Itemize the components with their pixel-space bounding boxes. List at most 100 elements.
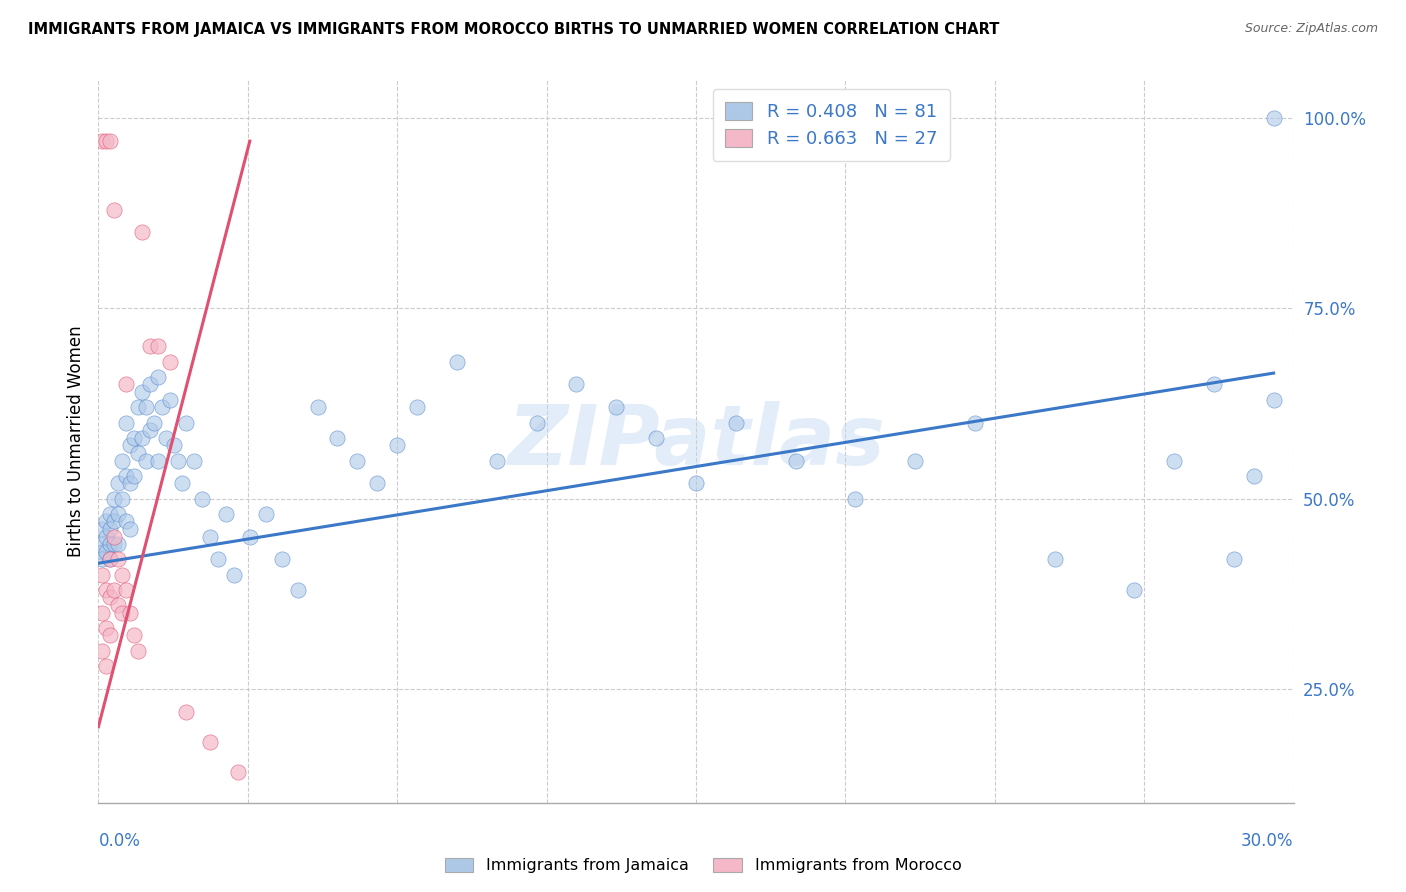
Point xyxy=(150,401,173,415)
Point xyxy=(98,552,122,566)
Point xyxy=(107,552,129,566)
Point xyxy=(385,438,409,452)
Point xyxy=(605,401,627,415)
Point xyxy=(904,453,927,467)
Point xyxy=(446,354,468,368)
Point xyxy=(98,507,122,521)
Point xyxy=(287,582,309,597)
Point xyxy=(131,226,153,240)
Point xyxy=(724,416,747,430)
Point xyxy=(107,537,129,551)
Point xyxy=(111,491,134,506)
Point xyxy=(326,431,349,445)
Point xyxy=(98,552,122,566)
Point xyxy=(307,401,329,415)
Point xyxy=(103,491,125,506)
Point xyxy=(191,491,214,506)
Y-axis label: Births to Unmarried Women: Births to Unmarried Women xyxy=(66,326,84,558)
Point xyxy=(103,515,125,529)
Point xyxy=(131,385,153,400)
Point xyxy=(155,431,177,445)
Point xyxy=(1223,552,1246,566)
Point xyxy=(198,735,221,749)
Point xyxy=(127,401,149,415)
Point xyxy=(163,438,186,452)
Point xyxy=(91,643,114,657)
Legend: R = 0.408   N = 81, R = 0.663   N = 27: R = 0.408 N = 81, R = 0.663 N = 27 xyxy=(713,89,950,161)
Text: 0.0%: 0.0% xyxy=(98,831,141,850)
Point xyxy=(1043,552,1066,566)
Point xyxy=(1263,392,1285,407)
Point xyxy=(103,537,125,551)
Point xyxy=(98,134,122,148)
Point xyxy=(107,598,129,612)
Point xyxy=(526,416,548,430)
Point xyxy=(198,530,221,544)
Legend: Immigrants from Jamaica, Immigrants from Morocco: Immigrants from Jamaica, Immigrants from… xyxy=(439,851,967,880)
Point xyxy=(120,476,142,491)
Point xyxy=(98,522,122,536)
Point xyxy=(1263,112,1285,126)
Point xyxy=(115,582,138,597)
Point xyxy=(96,134,118,148)
Point xyxy=(148,339,170,353)
Point xyxy=(148,453,170,467)
Point xyxy=(103,530,125,544)
Point xyxy=(96,545,118,559)
Point xyxy=(207,552,229,566)
Point xyxy=(685,476,707,491)
Point xyxy=(98,591,122,605)
Point xyxy=(127,643,149,657)
Point xyxy=(159,392,181,407)
Point xyxy=(107,476,129,491)
Point xyxy=(226,765,249,780)
Point xyxy=(124,431,146,445)
Point xyxy=(254,507,277,521)
Text: IMMIGRANTS FROM JAMAICA VS IMMIGRANTS FROM MOROCCO BIRTHS TO UNMARRIED WOMEN COR: IMMIGRANTS FROM JAMAICA VS IMMIGRANTS FR… xyxy=(28,22,1000,37)
Point xyxy=(963,416,986,430)
Point xyxy=(174,705,197,719)
Point xyxy=(183,453,205,467)
Point xyxy=(120,606,142,620)
Point xyxy=(139,423,162,437)
Point xyxy=(115,416,138,430)
Point xyxy=(103,202,125,217)
Point xyxy=(91,567,114,582)
Point xyxy=(111,606,134,620)
Point xyxy=(172,476,194,491)
Point xyxy=(139,377,162,392)
Point xyxy=(645,431,668,445)
Point xyxy=(91,545,114,559)
Point xyxy=(1202,377,1225,392)
Text: Source: ZipAtlas.com: Source: ZipAtlas.com xyxy=(1244,22,1378,36)
Point xyxy=(127,446,149,460)
Point xyxy=(120,522,142,536)
Text: 30.0%: 30.0% xyxy=(1241,831,1294,850)
Point xyxy=(1163,453,1185,467)
Point xyxy=(1123,582,1146,597)
Point xyxy=(111,567,134,582)
Point xyxy=(124,628,146,642)
Point xyxy=(111,453,134,467)
Point xyxy=(96,515,118,529)
Point xyxy=(91,537,114,551)
Text: ZIPatlas: ZIPatlas xyxy=(508,401,884,482)
Point xyxy=(143,416,166,430)
Point xyxy=(98,537,122,551)
Point xyxy=(1243,468,1265,483)
Point xyxy=(91,606,114,620)
Point xyxy=(96,582,118,597)
Point xyxy=(120,438,142,452)
Point xyxy=(844,491,866,506)
Point xyxy=(135,401,157,415)
Point xyxy=(115,515,138,529)
Point xyxy=(91,522,114,536)
Point xyxy=(103,582,125,597)
Point xyxy=(785,453,807,467)
Point xyxy=(96,659,118,673)
Point xyxy=(565,377,588,392)
Point xyxy=(91,134,114,148)
Point xyxy=(91,552,114,566)
Point xyxy=(96,530,118,544)
Point xyxy=(366,476,388,491)
